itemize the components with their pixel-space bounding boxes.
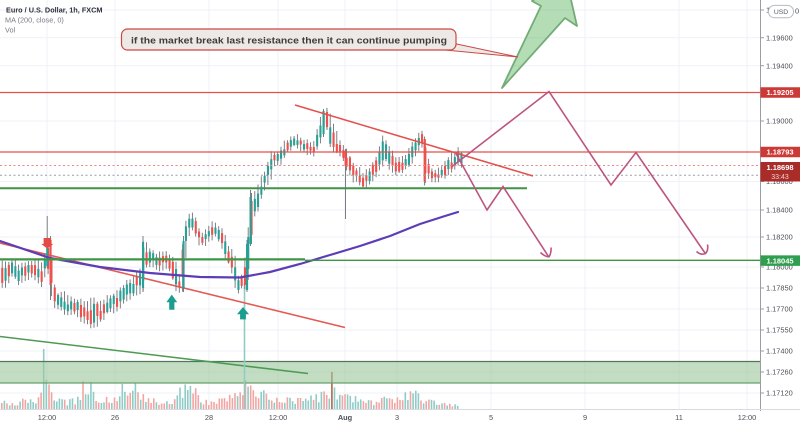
svg-text:1.19000: 1.19000 [766, 117, 793, 126]
svg-text:1.18400: 1.18400 [766, 206, 793, 215]
svg-text:Euro / U.S. Dollar, 1h, FXCM: Euro / U.S. Dollar, 1h, FXCM [6, 5, 103, 14]
svg-text:1.17550: 1.17550 [766, 326, 793, 335]
svg-text:1.19600: 1.19600 [766, 33, 793, 42]
svg-text:12:00: 12:00 [738, 413, 757, 422]
svg-text:1.18698: 1.18698 [766, 163, 793, 172]
svg-text:28: 28 [205, 413, 213, 422]
svg-text:26: 26 [111, 413, 119, 422]
svg-text:12:00: 12:00 [38, 413, 57, 422]
svg-text:1.19400: 1.19400 [766, 61, 793, 70]
svg-text:33:43: 33:43 [771, 174, 789, 181]
svg-text:1.17700: 1.17700 [766, 305, 793, 314]
svg-text:12:00: 12:00 [269, 413, 288, 422]
svg-text:1.18200: 1.18200 [766, 233, 793, 242]
svg-text:3: 3 [395, 413, 399, 422]
svg-text:1.17850: 1.17850 [766, 284, 793, 293]
svg-text:5: 5 [489, 413, 493, 422]
svg-text:1.17260: 1.17260 [766, 368, 793, 377]
svg-text:MA (200, close, 0): MA (200, close, 0) [5, 15, 64, 24]
svg-text:1.18793: 1.18793 [766, 148, 793, 157]
svg-text:Aug: Aug [338, 413, 353, 422]
svg-text:1.18045: 1.18045 [766, 256, 793, 265]
svg-text:9: 9 [583, 413, 587, 422]
svg-text:1.17120: 1.17120 [766, 389, 793, 398]
svg-text:USD: USD [774, 9, 788, 16]
svg-text:Vol: Vol [5, 26, 16, 35]
svg-text:if the market break last resis: if the market break last resistance then… [131, 36, 447, 47]
svg-text:11: 11 [675, 413, 683, 422]
svg-text:1.19205: 1.19205 [766, 88, 793, 97]
svg-text:0: 0 [795, 6, 799, 15]
svg-text:1.18600: 1.18600 [766, 177, 793, 186]
svg-text:1.17400: 1.17400 [766, 347, 793, 356]
svg-text:1.18000: 1.18000 [766, 263, 793, 272]
